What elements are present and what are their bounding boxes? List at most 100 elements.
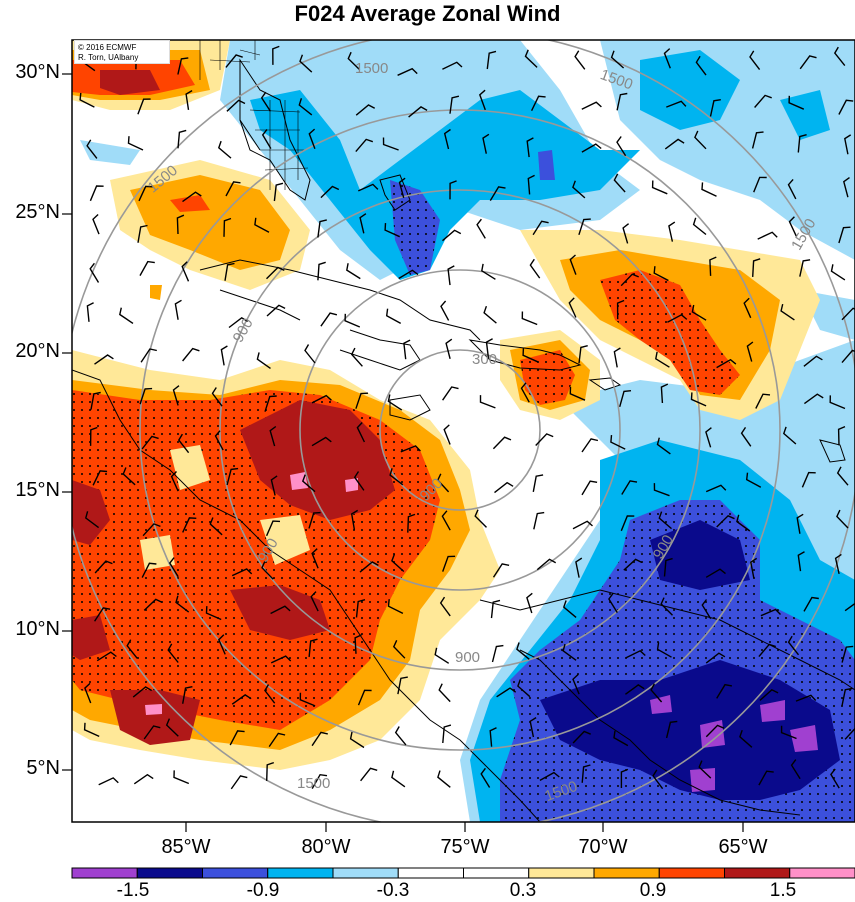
wind-barb (620, 768, 629, 788)
wind-barb (527, 174, 535, 195)
wind-barb (844, 134, 852, 155)
wind-barb (357, 689, 372, 706)
wind-barb (788, 216, 797, 237)
wind-barb (526, 592, 533, 614)
wind-barb (391, 770, 406, 788)
wind-barb (620, 273, 639, 287)
wind-barb (474, 509, 487, 528)
wind-barb (266, 304, 286, 317)
wind-barb (182, 191, 202, 203)
wind-barb (308, 638, 318, 658)
wind-barb (572, 520, 593, 530)
wind-barb (266, 761, 275, 781)
axis-ticks (62, 73, 744, 832)
wind-barb (320, 312, 338, 327)
wind-barb (581, 438, 599, 453)
colorbar-label: 1.5 (769, 880, 797, 901)
wind-barb (83, 722, 100, 738)
wind-barb (749, 50, 761, 71)
map-plot-area (72, 40, 855, 822)
wind-barb (691, 304, 707, 321)
wind-barb (86, 139, 98, 159)
lat-label: 20°N (15, 340, 60, 362)
wind-barb (517, 679, 531, 698)
wind-barb (182, 686, 193, 704)
wind-barb (491, 644, 504, 663)
wind-barb (663, 48, 671, 69)
colorbar-swatch (136, 867, 203, 879)
wind-barb (173, 770, 190, 785)
wind-barb (619, 390, 632, 407)
wind-barb (524, 49, 538, 68)
wind-barb (441, 510, 451, 531)
wind-barb (397, 676, 408, 695)
wind-barb (223, 217, 232, 237)
wind-barb (270, 605, 291, 615)
wind-barb (608, 592, 618, 613)
colorbar-swatch (789, 867, 855, 879)
wind-barb (803, 596, 819, 612)
wind-barb (716, 514, 735, 528)
wind-barb (664, 138, 685, 150)
wind-barb (350, 347, 363, 367)
wind-barb (165, 718, 179, 737)
wind-barb (796, 513, 804, 534)
wind-barb (360, 767, 378, 782)
wind-barb (350, 509, 359, 530)
lat-label: 10°N (15, 618, 60, 640)
wind-barb (98, 777, 119, 786)
wind-barb (790, 759, 801, 780)
wind-barb (225, 181, 241, 197)
wind-barb (398, 269, 419, 280)
wind-barb (85, 511, 100, 529)
wind-barb (623, 558, 643, 571)
wind-barb (496, 687, 517, 698)
wind-barb (141, 435, 159, 450)
wind-barb (86, 302, 94, 322)
wind-barb (356, 422, 366, 443)
wind-barb (268, 732, 286, 747)
wind-barb (349, 731, 365, 749)
wind-barb (836, 509, 849, 529)
wind-barb (652, 769, 664, 790)
wind-barb (440, 300, 450, 321)
colorbar-swatch (593, 867, 660, 879)
wind-barb (137, 98, 151, 115)
wind-barb (581, 101, 602, 110)
wind-barb (174, 299, 182, 320)
wind-barb (526, 137, 534, 158)
lon-label: 85°W (161, 836, 211, 858)
colorbar-swatch (267, 867, 334, 879)
wind-barb (449, 180, 457, 200)
wind-barb (613, 347, 621, 368)
wind-barb (701, 599, 712, 620)
wind-barb (838, 99, 854, 115)
wind-barb (353, 471, 365, 491)
wind-barb (841, 349, 855, 364)
wind-barb (385, 308, 402, 325)
wind-barb (94, 607, 111, 622)
colorbar (71, 867, 855, 879)
wind-barb (616, 92, 628, 111)
wind-barb (142, 523, 161, 537)
wind-barb (489, 186, 506, 201)
wind-barb (752, 258, 761, 277)
wind-barb (663, 557, 673, 577)
wind-barb (394, 726, 407, 746)
wind-barb (355, 599, 366, 618)
wind-barb (841, 307, 855, 321)
wind-barb (483, 305, 497, 324)
wind-barb (759, 688, 779, 701)
wind-barb (119, 307, 134, 324)
colorbar-label: -0.9 (246, 880, 280, 901)
wind-barb (304, 344, 316, 364)
wind-barb (443, 128, 451, 150)
colorbar-swatch (397, 867, 464, 879)
wind-barb (751, 131, 764, 149)
wind-barb (355, 138, 374, 153)
wind-barb (830, 264, 846, 281)
wind-barb (264, 395, 277, 412)
wind-barb (758, 643, 777, 658)
range-rings (72, 40, 855, 822)
colorbar-swatch (463, 867, 530, 879)
